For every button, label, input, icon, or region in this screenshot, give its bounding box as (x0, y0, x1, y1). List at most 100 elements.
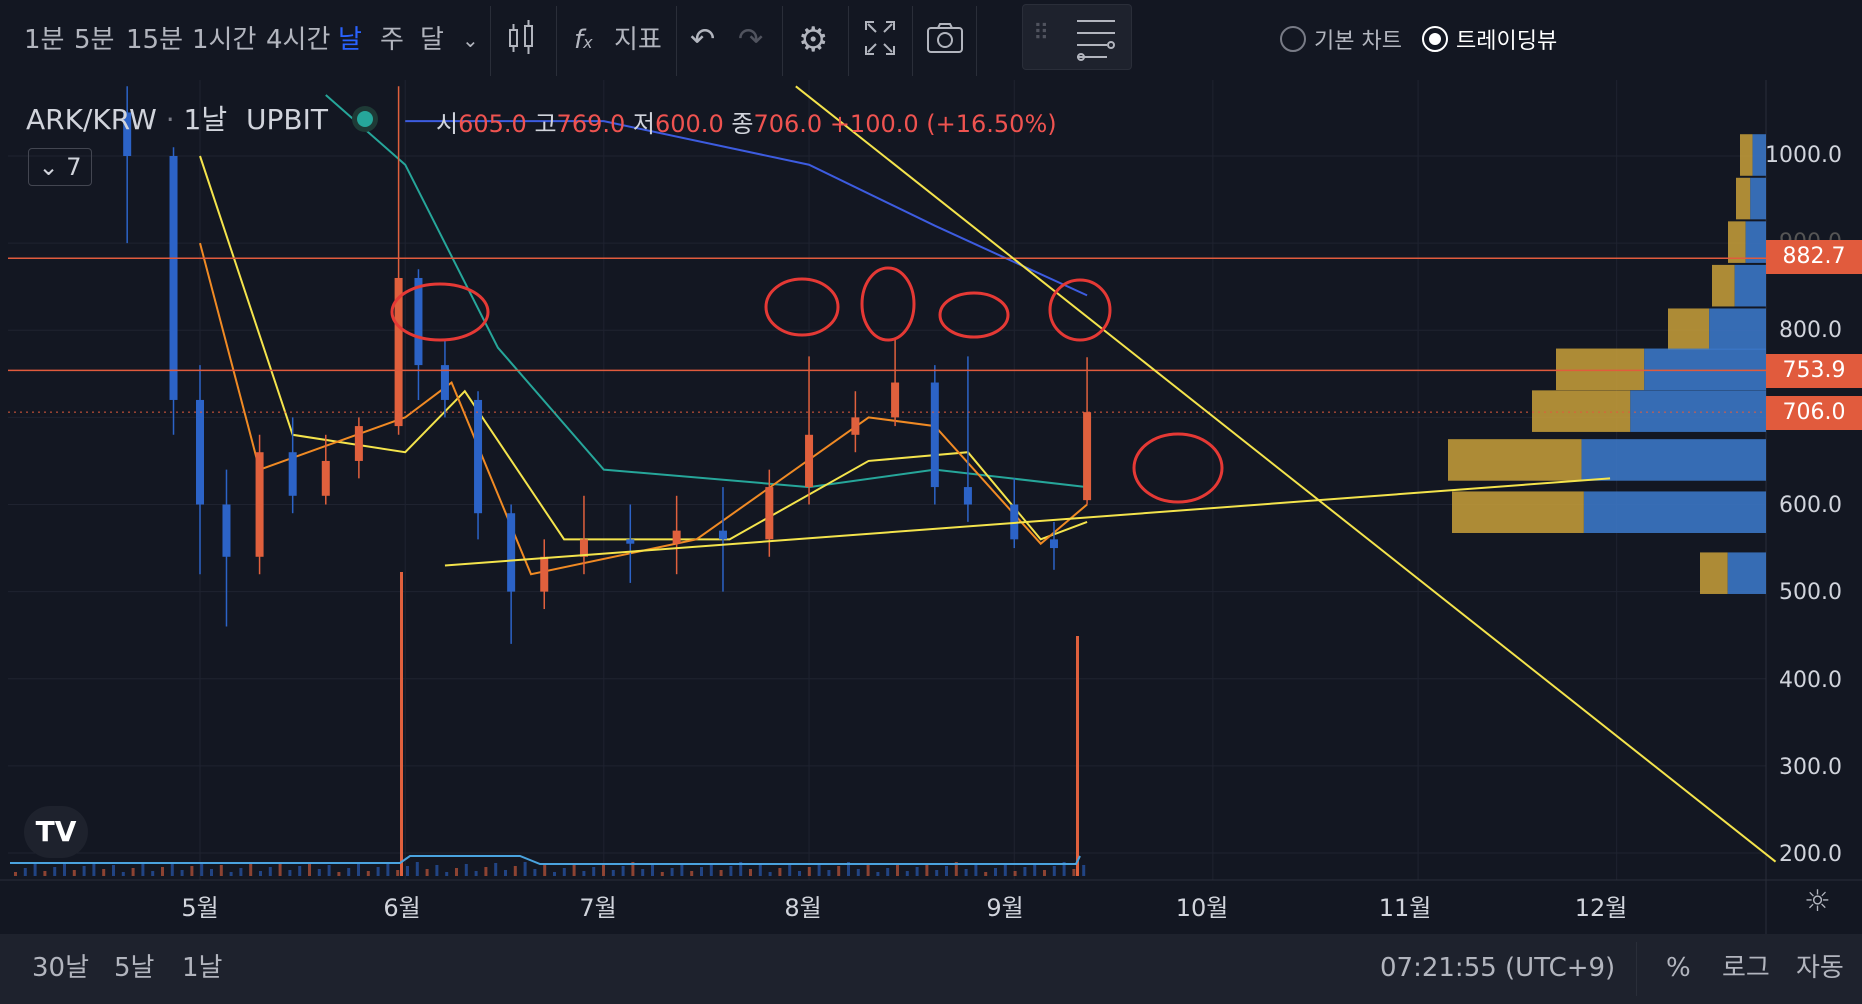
volume-bar (406, 866, 409, 876)
interval-4h[interactable]: 4시간 (266, 25, 331, 55)
radio-on-icon (1422, 26, 1448, 52)
volume-bar (562, 868, 566, 876)
volume-bar (239, 868, 243, 876)
interval-15m[interactable]: 15분 (126, 25, 184, 55)
tradingview-radio[interactable]: 트레이딩뷰 (1422, 18, 1557, 62)
volume-bar (758, 865, 762, 876)
percent-toggle[interactable]: % (1666, 953, 1691, 983)
volume-bar (298, 866, 302, 876)
volume-bar (847, 862, 850, 876)
range-5d[interactable]: 5날 (114, 953, 155, 983)
basic-chart-radio[interactable]: 기본 차트 (1280, 18, 1402, 62)
volume-bar (141, 864, 145, 876)
volume-profile-bar (1740, 134, 1753, 176)
volume-bar (582, 871, 586, 876)
fullscreen-icon[interactable] (864, 18, 896, 62)
volume-bar (376, 867, 380, 876)
volume-bar (474, 871, 478, 876)
volume-bar (63, 863, 66, 876)
month-label: 10월 (1175, 894, 1229, 922)
drag-handle-icon[interactable]: ⠿ (1033, 21, 1050, 46)
interval-1m[interactable]: 1분 (24, 25, 65, 55)
volume-bar (445, 872, 449, 876)
volume-bar (602, 863, 605, 876)
volume-profile-bar (1668, 308, 1710, 351)
volume-bar (400, 572, 403, 876)
candle-body (765, 487, 774, 540)
volume-bar (896, 864, 899, 876)
interval-month[interactable]: 달 (420, 25, 444, 55)
volume-bar (964, 869, 968, 876)
basic-chart-label: 기본 차트 (1314, 29, 1402, 54)
snapshot-camera-icon[interactable] (926, 18, 964, 62)
volume-bar (670, 868, 674, 876)
candle-body (1049, 539, 1058, 549)
volume-bar (33, 864, 37, 876)
settings-gear-icon[interactable]: ⚙ (798, 20, 829, 60)
clock-timezone[interactable]: 07:21:55 (UTC+9) (1380, 953, 1616, 983)
legend-interval: 1날 (183, 103, 228, 136)
candle-body (474, 399, 483, 514)
range-1d[interactable]: 1날 (182, 953, 223, 983)
redo-icon[interactable]: ↷ (738, 22, 764, 57)
price-tick: 200.0 (1779, 842, 1842, 867)
annotation-ellipse (764, 277, 840, 337)
volume-bar (229, 872, 233, 876)
volume-bar (749, 869, 752, 876)
price-tick: 1000.0 (1765, 143, 1842, 168)
interval-week[interactable]: 주 (380, 25, 404, 55)
indicators-collapse-button[interactable]: ⌄ 7 (28, 148, 92, 186)
volume-bar (690, 871, 694, 876)
volume-profile-bar (1644, 348, 1766, 391)
annotation-ellipse (860, 266, 916, 342)
volume-bar (641, 869, 645, 876)
candle-style-icon[interactable] (506, 18, 536, 62)
range-30d[interactable]: 30날 (32, 953, 90, 983)
volume-bar (357, 864, 360, 876)
volume-profile-bar (1556, 348, 1645, 391)
chevron-down-icon: ⌄ (38, 153, 59, 181)
volume-bar (327, 865, 331, 876)
month-label: 6월 (383, 894, 421, 922)
volume-profile-bar (1727, 552, 1766, 594)
time-axis-settings-icon[interactable]: ☼ (1804, 884, 1831, 919)
undo-icon[interactable]: ↶ (690, 22, 716, 57)
volume-bar (553, 872, 556, 876)
candle-body (196, 399, 204, 505)
close-label: 종 (731, 110, 754, 138)
drawing-tools-icon[interactable] (1073, 13, 1119, 65)
log-toggle[interactable]: 로그 (1722, 953, 1770, 983)
volume-bar (249, 864, 253, 876)
interval-dropdown-chevron-icon[interactable]: ⌄ (462, 28, 479, 52)
volume-profile-bar (1532, 390, 1631, 432)
radio-off-icon (1280, 26, 1306, 52)
auto-toggle[interactable]: 자동 (1796, 953, 1844, 983)
volume-profile-bar (1448, 439, 1582, 481)
symbol-name[interactable]: ARK/KRW (26, 103, 157, 136)
price-chart[interactable] (0, 80, 1862, 934)
month-label: 9월 (986, 894, 1024, 922)
volume-profile-bar (1709, 308, 1766, 351)
interval-5m[interactable]: 5분 (74, 25, 115, 55)
volume-bar (709, 863, 713, 876)
indicators-button[interactable]: 지표 (614, 25, 662, 55)
market-open-dot-icon (356, 111, 373, 127)
volume-bar (543, 865, 547, 876)
volume-bar (455, 868, 458, 876)
volume-bar (778, 868, 782, 876)
volume-bar (611, 870, 615, 876)
volume-profile-bar (1630, 390, 1766, 432)
volume-bar (1076, 636, 1079, 876)
candle-body (354, 426, 363, 461)
volume-profile-bar (1750, 177, 1766, 220)
volume-bar (798, 871, 801, 876)
candle-body (321, 460, 330, 496)
exchange-name: UPBIT (245, 103, 328, 136)
volume-bar (504, 870, 507, 876)
interval-1h[interactable]: 1시간 (192, 25, 257, 55)
volume-bar (1023, 867, 1027, 876)
indicators-fx-icon[interactable]: fx (574, 25, 593, 55)
interval-day[interactable]: 날 (338, 25, 362, 55)
volume-bar (974, 865, 978, 876)
volume-bar (827, 870, 831, 876)
